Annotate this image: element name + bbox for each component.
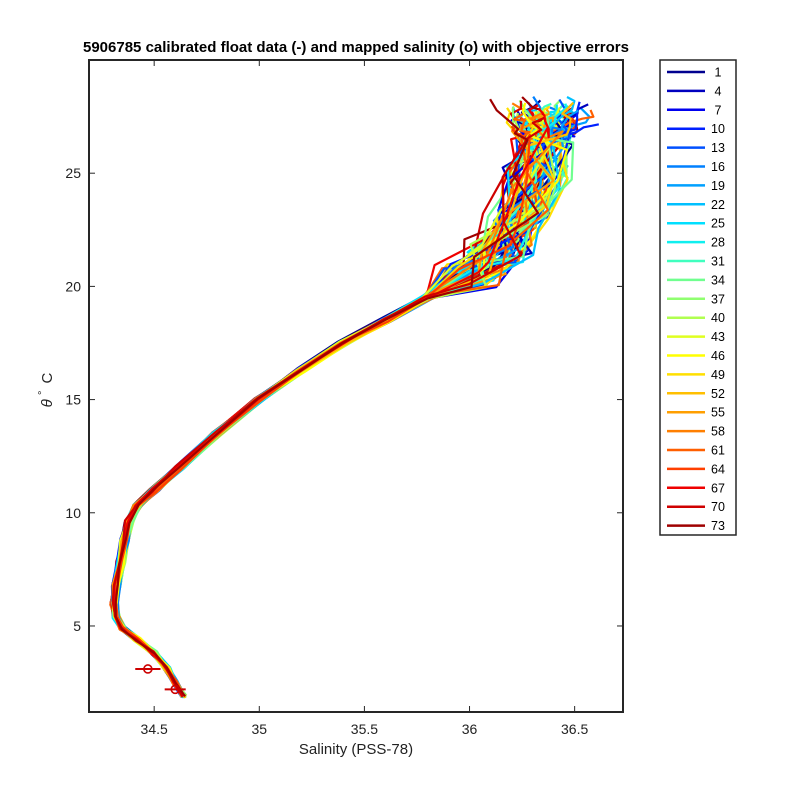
legend-label: 13	[711, 141, 725, 155]
legend-label: 28	[711, 236, 725, 250]
legend: 1 4 7 10 13 16 19 22 25 28 31 34 37 40 43 46 49 52 55 58 61 6…	[667, 66, 725, 533]
x-tick-label: 36	[462, 721, 478, 737]
chart-title: 5906785 calibrated float data (-) and ma…	[83, 39, 629, 56]
legend-label: 64	[711, 462, 725, 476]
plot-lines	[109, 96, 600, 699]
x-axis-label: Salinity (PSS-78)	[299, 741, 413, 758]
legend-label: 58	[711, 425, 725, 439]
legend-label: 37	[711, 292, 725, 306]
x-axis: 34.5 35 35.5 36 36.5	[141, 60, 588, 737]
legend-label: 40	[711, 311, 725, 325]
legend-label: 1	[715, 66, 722, 80]
svg-text:θ ° C: θ ° C	[33, 372, 56, 407]
legend-label: 22	[711, 198, 725, 212]
legend-label: 7	[715, 103, 722, 117]
legend-label: 61	[711, 444, 725, 458]
legend-label: 52	[711, 387, 725, 401]
mapped-salinity-points	[135, 664, 186, 695]
legend-label: 34	[711, 273, 725, 287]
y-axis-label: θ ° C	[33, 372, 56, 407]
x-tick-label: 35	[252, 721, 268, 737]
legend-label: 19	[711, 179, 725, 193]
x-tick-label: 35.5	[351, 721, 378, 737]
y-tick-label: 10	[65, 505, 81, 521]
y-axis-label-symbol: θ	[39, 399, 56, 407]
profile-line	[114, 98, 540, 698]
legend-label: 4	[715, 84, 722, 98]
legend-label: 43	[711, 330, 725, 344]
plot-area-frame	[88, 59, 624, 713]
y-axis-label-unit: C	[39, 372, 56, 383]
y-tick-label: 5	[73, 618, 81, 634]
y-tick-label: 20	[65, 278, 81, 294]
legend-label: 55	[711, 406, 725, 420]
x-tick-label: 34.5	[141, 721, 168, 737]
legend-label: 16	[711, 160, 725, 174]
mapped-salinity-point	[143, 664, 153, 674]
legend-label: 73	[711, 519, 725, 533]
mapped-salinity-point	[170, 684, 180, 695]
legend-label: 31	[711, 255, 725, 269]
legend-label: 67	[711, 481, 725, 495]
legend-label: 49	[711, 368, 725, 382]
legend-box	[659, 59, 737, 536]
legend-label: 10	[711, 122, 725, 136]
y-axis-label-degree: °	[37, 391, 49, 395]
legend-label: 46	[711, 349, 725, 363]
legend-label: 25	[711, 217, 725, 231]
y-tick-label: 25	[65, 165, 81, 181]
y-tick-label: 15	[65, 392, 81, 408]
x-tick-label: 36.5	[561, 721, 588, 737]
legend-label: 70	[711, 500, 725, 514]
y-axis: 5 10 15 20 25	[65, 165, 623, 634]
